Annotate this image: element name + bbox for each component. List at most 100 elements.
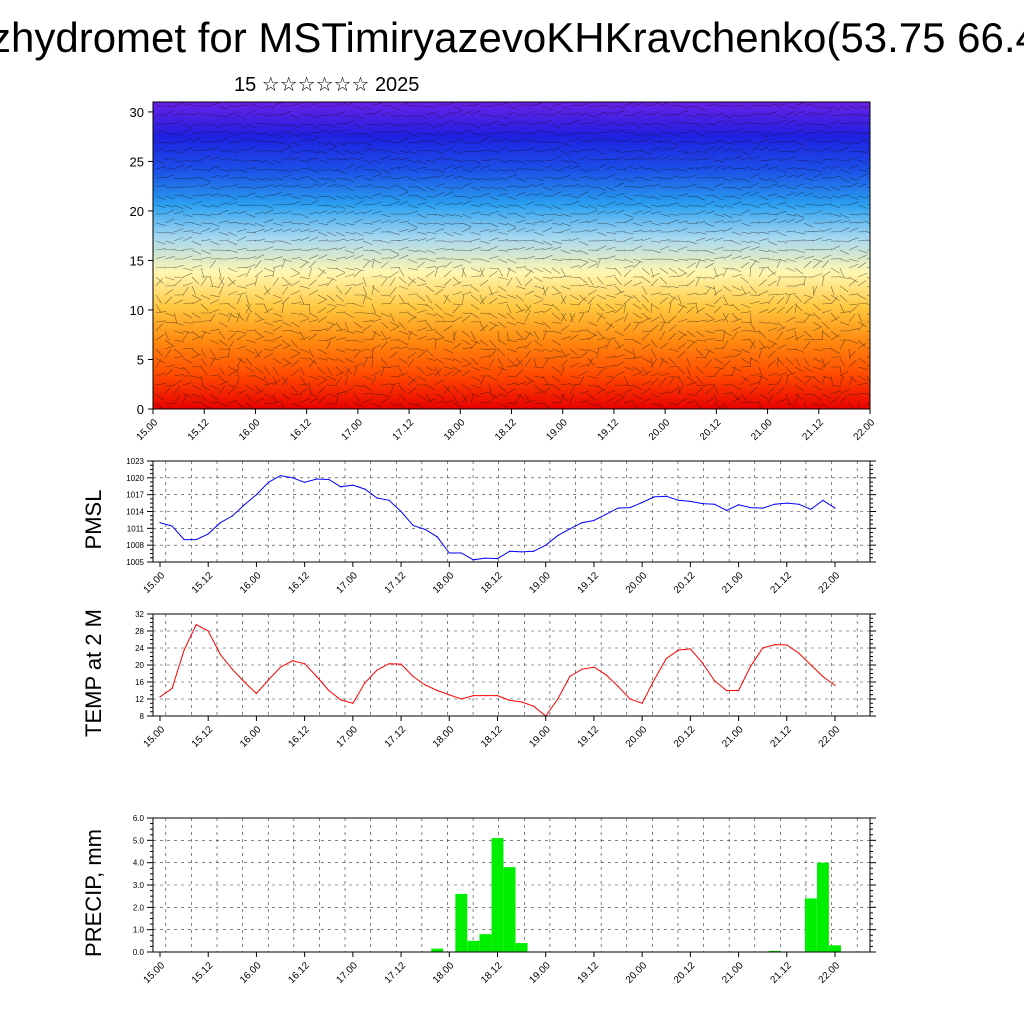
temp-point <box>629 698 631 700</box>
pmsl-xtick-label: 20.00 <box>624 570 650 596</box>
pmsl-xtick-label: 18.12 <box>479 570 505 596</box>
temp-point <box>304 663 306 665</box>
temp-xtick-label: 20.00 <box>624 724 650 750</box>
pmsl-xtick-label: 18.00 <box>431 570 457 596</box>
temp-point <box>171 687 173 689</box>
pmsl-point <box>472 559 474 561</box>
heatmap-ytick-label: 25 <box>130 154 144 169</box>
pmsl-point <box>521 551 523 553</box>
pmsl-point <box>653 496 655 498</box>
temp-point <box>448 694 450 696</box>
temp-xtick-label: 15.12 <box>190 724 216 750</box>
pmsl-point <box>713 503 716 505</box>
temp-xtick-label: 16.00 <box>238 724 264 750</box>
pmsl-ytick-label: 1014 <box>126 508 144 517</box>
heatmap-xtick-label: 19.12 <box>596 417 622 443</box>
pmsl-line <box>159 475 836 561</box>
pmsl-point <box>810 508 812 510</box>
precip-xtick-label: 19.12 <box>576 960 602 986</box>
heatmap-ytick-label: 5 <box>137 352 144 367</box>
temp-point <box>424 684 426 686</box>
heatmap-xtick-label: 15.00 <box>135 417 161 443</box>
pmsl-xtick-label: 22.00 <box>817 570 843 596</box>
temp-point <box>725 689 728 692</box>
precip-xtick-label: 20.00 <box>624 960 650 986</box>
temp-point <box>605 674 607 676</box>
temp-point <box>750 665 752 667</box>
temp-point <box>328 689 330 692</box>
temp-line <box>159 623 836 717</box>
temp-point <box>255 692 258 695</box>
temp-point <box>231 668 233 670</box>
pmsl-ytick-label: 1020 <box>126 474 144 483</box>
pmsl-point <box>436 536 438 538</box>
temp-ytick-label: 28 <box>135 627 144 636</box>
temp-xtick-label: 19.12 <box>576 724 602 750</box>
pmsl-xtick-label: 17.00 <box>335 570 361 596</box>
temp-ytick-label: 12 <box>135 695 144 704</box>
pmsl-point <box>316 478 318 480</box>
temp-xtick-label: 18.00 <box>431 724 457 750</box>
precip-xtick-label: 21.12 <box>768 960 794 986</box>
temp-xtick-label: 16.12 <box>286 724 312 750</box>
pmsl-point <box>786 502 788 504</box>
pmsl-xtick-label: 16.00 <box>238 570 264 596</box>
temp-point <box>472 695 474 697</box>
precip-bar <box>515 943 528 952</box>
pmsl-point <box>183 538 185 541</box>
precip-bar <box>829 945 841 952</box>
precip-bar <box>431 948 444 952</box>
precip-ytick-label: 6.0 <box>133 814 145 823</box>
temp-xtick-label: 21.00 <box>720 724 746 750</box>
precip-ytick-label: 3.0 <box>133 881 145 890</box>
pmsl-point <box>641 501 643 504</box>
temp-point <box>677 649 679 651</box>
pmsl-xtick-label: 19.00 <box>527 570 553 596</box>
temp-point <box>689 648 691 650</box>
precip-ytick-label: 5.0 <box>133 836 145 845</box>
temp-point <box>159 696 161 698</box>
pmsl-point <box>340 486 342 488</box>
heatmap-xtick-label: 15.12 <box>186 417 212 443</box>
pmsl-point <box>725 509 728 511</box>
pmsl-point <box>484 557 487 559</box>
pmsl-ytick-label: 1005 <box>126 558 144 567</box>
pmsl-point <box>593 519 595 522</box>
pmsl-point <box>737 504 740 506</box>
precip-xtick-label: 17.00 <box>335 960 361 986</box>
pmsl-xtick-label: 16.12 <box>286 570 312 596</box>
temp-point <box>484 695 487 697</box>
precip-xtick-label: 19.00 <box>527 960 553 986</box>
pmsl-point <box>569 528 571 530</box>
temp-ytick-label: 24 <box>135 644 144 653</box>
pmsl-point <box>834 507 836 509</box>
temp-point <box>762 647 764 649</box>
pmsl-point <box>291 477 294 479</box>
temp-xtick-label: 17.00 <box>335 724 361 750</box>
pmsl-point <box>412 524 414 527</box>
temp-point <box>364 682 366 684</box>
heatmap-xtick-label: 18.12 <box>493 417 519 443</box>
pmsl-point <box>605 513 607 515</box>
pmsl-point <box>279 474 282 477</box>
pmsl-xtick-label: 15.00 <box>142 570 168 596</box>
temp-point <box>737 689 740 692</box>
temp-point <box>822 675 824 678</box>
pmsl-ytick-label: 1011 <box>127 524 145 533</box>
pmsl-point <box>219 522 221 524</box>
temp-point <box>279 666 282 668</box>
pmsl-xtick-label: 17.12 <box>383 570 409 596</box>
temp-ytick-label: 20 <box>135 661 144 670</box>
temp-point <box>376 669 378 671</box>
temp-point <box>810 664 812 666</box>
heatmap-xtick-label: 17.00 <box>340 417 366 443</box>
pmsl-point <box>171 525 173 527</box>
heatmap-ytick-label: 20 <box>130 204 144 219</box>
heatmap-xtick-label: 21.12 <box>800 417 826 443</box>
precip-ytick-label: 2.0 <box>133 903 145 912</box>
temp-grid <box>153 614 870 716</box>
temp-ytick-label: 32 <box>135 610 144 619</box>
temp-point <box>798 652 800 654</box>
pmsl-point <box>677 499 679 501</box>
temp-xtick-label: 21.12 <box>768 724 794 750</box>
